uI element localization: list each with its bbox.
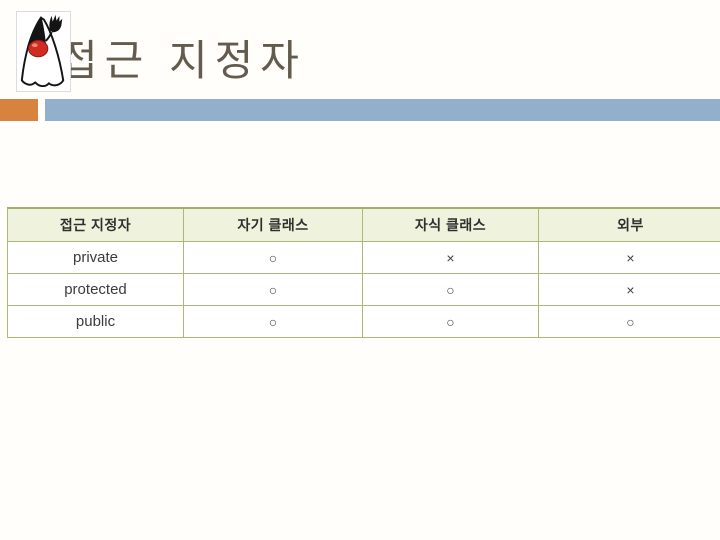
column-header-external: 외부 bbox=[538, 207, 720, 242]
table-row-public: public ○ ○ ○ bbox=[7, 305, 720, 338]
table-row-protected: protected ○ ○ × bbox=[7, 273, 720, 306]
column-header-own-class: 자기 클래스 bbox=[183, 207, 363, 242]
cell-mark-protected-child: ○ bbox=[362, 273, 539, 306]
java-duke-mascot-icon bbox=[20, 14, 65, 88]
table-row-private: private ○ × × bbox=[7, 241, 720, 274]
cell-mark-protected-own: ○ bbox=[183, 273, 363, 306]
java-duke-logo bbox=[16, 11, 71, 92]
slide-title: 접근 지정자 bbox=[59, 37, 306, 84]
accent-bar-blue bbox=[45, 99, 720, 121]
row-label-protected: protected bbox=[7, 273, 184, 306]
cell-mark-private-external: × bbox=[538, 241, 720, 274]
cell-mark-private-own: ○ bbox=[183, 241, 363, 274]
cell-mark-public-external: ○ bbox=[538, 305, 720, 338]
accent-bar-orange-block bbox=[0, 99, 38, 121]
access-specifier-table: 접근 지정자 자기 클래스 자식 클래스 외부 private ○ × × pr… bbox=[7, 207, 720, 338]
row-label-private: private bbox=[7, 241, 184, 274]
cell-mark-public-own: ○ bbox=[183, 305, 363, 338]
cell-mark-public-child: ○ bbox=[362, 305, 539, 338]
table-header-row: 접근 지정자 자기 클래스 자식 클래스 외부 bbox=[7, 207, 720, 242]
row-label-public: public bbox=[7, 305, 184, 338]
column-header-access-specifier: 접근 지정자 bbox=[7, 207, 184, 242]
column-header-child-class: 자식 클래스 bbox=[362, 207, 539, 242]
cell-mark-private-child: × bbox=[362, 241, 539, 274]
cell-mark-protected-external: × bbox=[538, 273, 720, 306]
